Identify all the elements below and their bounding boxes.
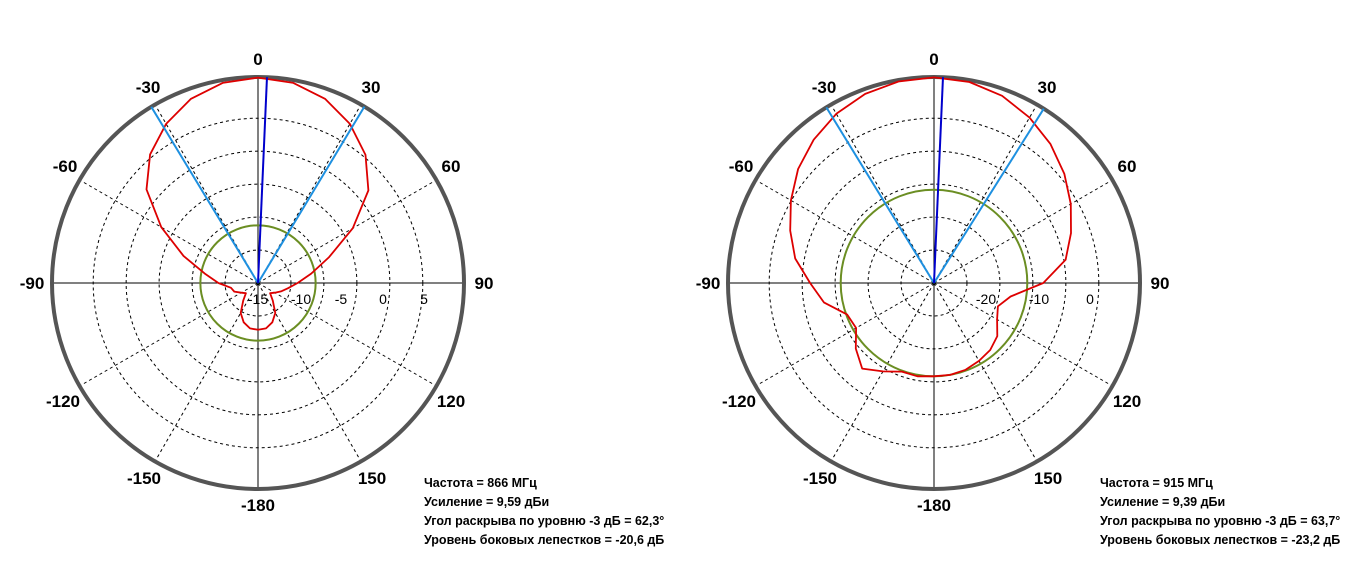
angle-label: 30	[1038, 78, 1057, 97]
peak-direction-line	[257, 77, 268, 284]
grid-spoke	[755, 179, 935, 284]
info-panel-866mhz: Частота = 866 МГц Усиление = 9,59 дБи Уг…	[424, 474, 664, 550]
grid-spoke	[257, 179, 437, 284]
grid-spoke	[154, 282, 259, 462]
angle-label: 150	[1034, 469, 1062, 488]
angle-label: -120	[722, 392, 756, 411]
grid-spoke	[257, 282, 437, 387]
angle-label: -30	[812, 78, 837, 97]
angle-label: 90	[475, 274, 494, 293]
grid-spoke	[830, 104, 935, 284]
radial-tick-label: -10	[291, 291, 311, 307]
grid-spoke	[933, 179, 1113, 284]
angle-label: -90	[20, 274, 45, 293]
radial-tick-label: 5	[420, 291, 428, 307]
radial-tick-label: -20	[976, 291, 996, 307]
info-gain: Усиление = 9,59 дБи	[424, 495, 550, 509]
angle-label: -60	[53, 157, 78, 176]
radial-tick-label: -5	[335, 291, 348, 307]
angle-label: 0	[253, 50, 262, 69]
radial-tick-label: -15	[248, 291, 268, 307]
angle-label: 90	[1151, 274, 1170, 293]
radial-tick-label: 0	[379, 291, 387, 307]
grid-spoke	[755, 282, 935, 387]
info-frequency: Частота = 866 МГц	[424, 476, 537, 490]
info-gain: Усиление = 9,39 дБи	[1100, 495, 1226, 509]
info-sidelobe-level: Уровень боковых лепестков = -20,6 дБ	[424, 533, 665, 547]
grid-spoke	[933, 104, 1038, 284]
angle-label: -120	[46, 392, 80, 411]
info-sidelobe-level: Уровень боковых лепестков = -23,2 дБ	[1100, 533, 1341, 547]
grid-spoke	[933, 282, 1038, 462]
grid-spoke	[154, 104, 259, 284]
beamwidth-line	[150, 106, 259, 284]
radiation-pattern-curve	[789, 76, 1072, 378]
angle-label: 0	[929, 50, 938, 69]
polar-chart-915mhz: 0 30 60 90 120 150 -180 -150 -120 -90 -60 -30 -20 -10…	[696, 50, 1170, 515]
grid-spoke	[933, 282, 1113, 387]
angle-label: -180	[241, 496, 275, 515]
info-frequency: Частота = 915 МГц	[1100, 476, 1213, 490]
angle-label: 150	[358, 469, 386, 488]
polar-chart-866mhz: 0 30 60 90 120 150 -180 -150 -120 -90 -60 -30 -15 -10…	[20, 50, 494, 515]
peak-direction-line	[933, 77, 944, 284]
grid-spoke	[257, 104, 362, 284]
radial-tick-label: 0	[1086, 291, 1094, 307]
grid-spoke	[79, 282, 259, 387]
angle-label: -90	[696, 274, 721, 293]
radiation-pattern-curve	[145, 76, 370, 331]
grid-spoke	[257, 282, 362, 462]
angle-label: -30	[136, 78, 161, 97]
info-panel-915mhz: Частота = 915 МГц Усиление = 9,39 дБи Уг…	[1100, 474, 1340, 550]
info-beamwidth: Угол раскрыва по уровню -3 дБ = 62,3°	[424, 514, 665, 528]
angle-label: -150	[803, 469, 837, 488]
grid-spoke	[79, 179, 259, 284]
angle-label: -180	[917, 496, 951, 515]
angle-label: 120	[1113, 392, 1141, 411]
radial-tick-label: -10	[1029, 291, 1049, 307]
info-beamwidth: Угол раскрыва по уровню -3 дБ = 63,7°	[1100, 514, 1341, 528]
beamwidth-line	[825, 106, 935, 284]
angle-label: -150	[127, 469, 161, 488]
beamwidth-line	[933, 108, 1045, 284]
angle-label: 60	[1118, 157, 1137, 176]
angle-label: 30	[362, 78, 381, 97]
angle-label: 60	[442, 157, 461, 176]
angle-label: -60	[729, 157, 754, 176]
sidelobe-level-circle	[199, 224, 317, 342]
angle-label: 120	[437, 392, 465, 411]
beamwidth-line	[257, 106, 366, 284]
